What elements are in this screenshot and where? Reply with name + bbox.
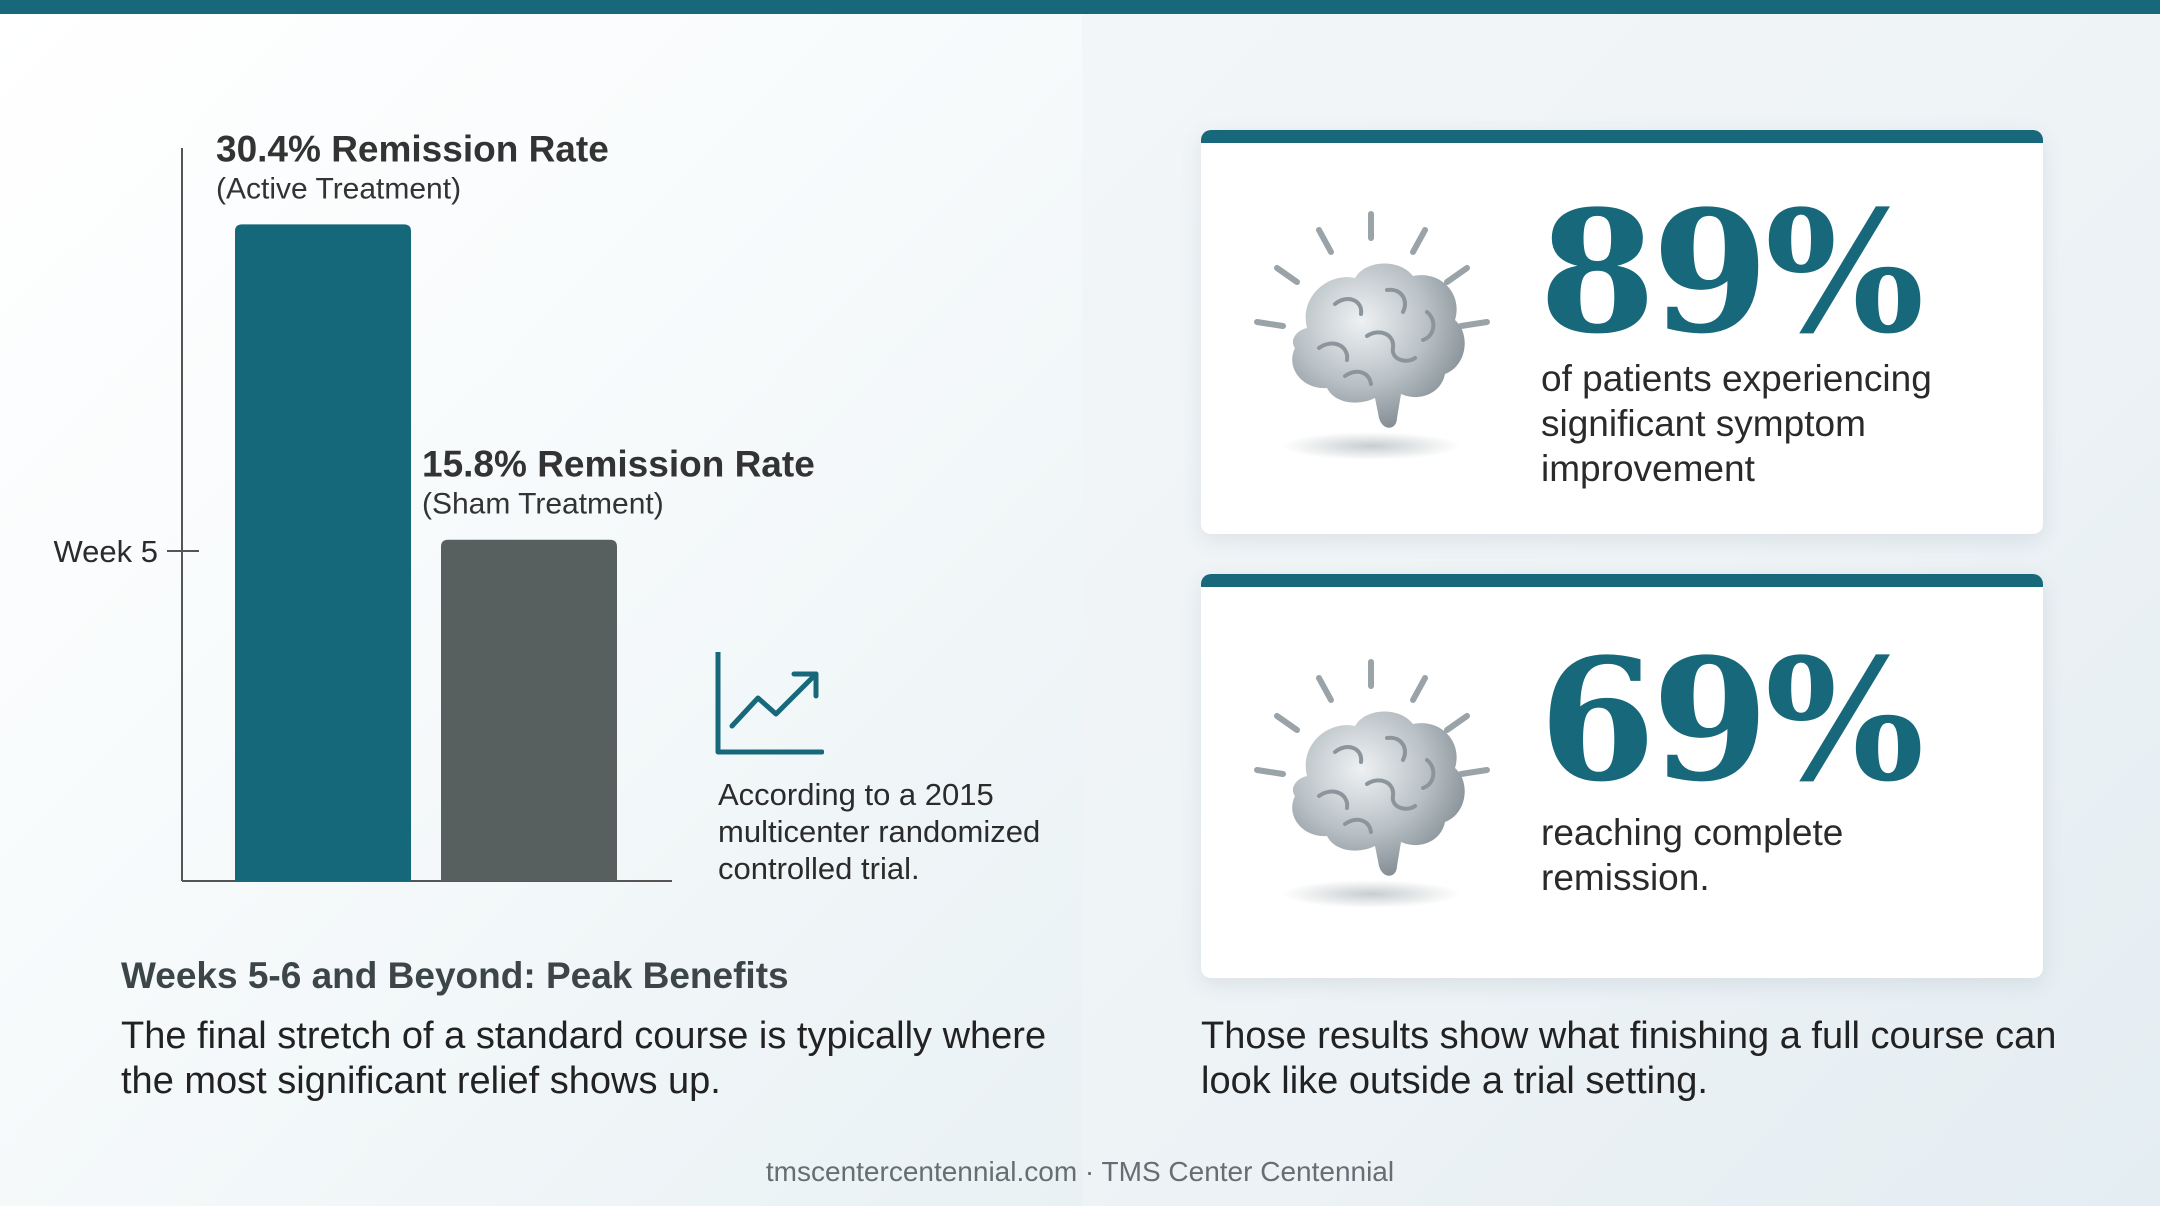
trend-up-icon bbox=[715, 652, 824, 755]
brain-icon bbox=[1254, 211, 1490, 460]
card-accent-bar bbox=[1201, 574, 2043, 587]
site-footer: tmscentercentennial.com · TMS Center Cen… bbox=[765, 1156, 1395, 1187]
stat-description: reaching complete remission. bbox=[1541, 812, 1844, 898]
section-body: The final stretch of a standard course i… bbox=[121, 1015, 1047, 1102]
brain-icon bbox=[1254, 659, 1490, 908]
bar-title-1: 15.8% Remission Rate bbox=[422, 444, 815, 485]
bar-sham-treatment bbox=[441, 539, 617, 881]
stat-card-remission: 69% reaching complete remission. bbox=[1201, 574, 2043, 978]
y-tick-label-week-5: Week 5 bbox=[53, 534, 158, 569]
trial-source-note: According to a 2015 multicenter randomiz… bbox=[718, 777, 1041, 886]
bar-subtitle-1: (Sham Treatment) bbox=[422, 488, 664, 521]
bar-active-treatment bbox=[235, 224, 411, 882]
card-accent-bar bbox=[1201, 130, 2043, 143]
bar-subtitle-0: (Active Treatment) bbox=[216, 172, 461, 205]
stat-card-improvement: 89% of patients experiencing significant… bbox=[1201, 130, 2043, 534]
stat-description: of patients experiencing significant sym… bbox=[1541, 358, 1932, 489]
results-summary-text: Those results show what finishing a full… bbox=[1201, 1015, 2057, 1102]
bar-title-0: 30.4% Remission Rate bbox=[216, 128, 609, 169]
top-accent-bar bbox=[0, 0, 2160, 14]
remission-rate-bar-chart: Week 5 30.4% Remission Rate(Active Treatm… bbox=[53, 128, 815, 882]
stat-value-89: 89% bbox=[1539, 173, 1924, 371]
section-heading: Weeks 5-6 and Beyond: Peak Benefits bbox=[121, 955, 789, 996]
stat-value-69: 69% bbox=[1539, 621, 1924, 819]
